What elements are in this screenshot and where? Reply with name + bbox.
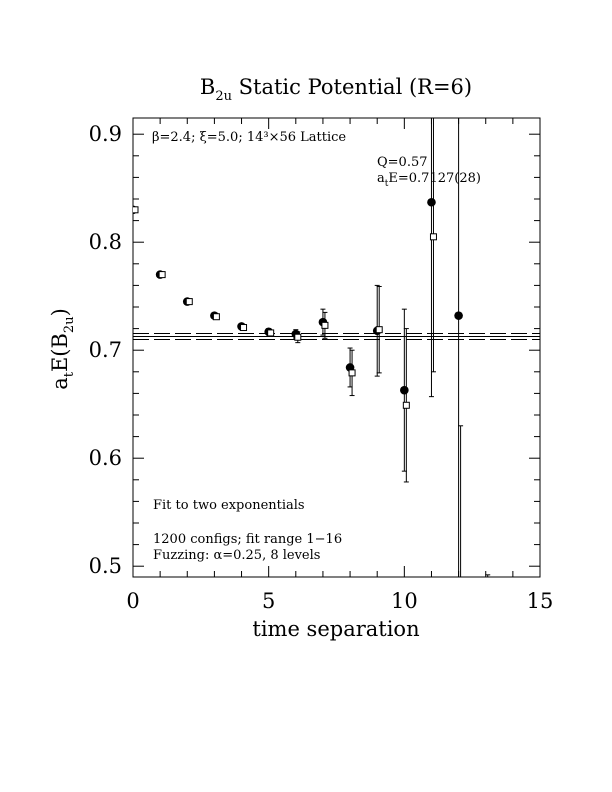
fit-type-annotation: Fit to two exponentials: [153, 498, 305, 513]
y-tick-label: 0.7: [89, 338, 122, 362]
data-point-circle: [454, 311, 463, 320]
y-tick-label: 0.5: [89, 554, 122, 578]
data-point-square: [321, 321, 329, 329]
y-tick-label: 0.9: [89, 122, 122, 146]
data-point-square: [375, 326, 383, 334]
x-axis-label: time separation: [252, 617, 419, 641]
axis-tick-labels: 0 5 10 15 0.5 0.6 0.7 0.8 0.9: [89, 122, 554, 613]
chart-title: B2u Static Potential (R=6): [200, 75, 472, 104]
x-tick-label: 10: [391, 589, 418, 613]
data-point-square: [348, 369, 356, 377]
data-point-square: [267, 329, 275, 337]
data-point-square: [240, 324, 248, 332]
data-point-square: [294, 333, 302, 341]
fit-result-annotation: atE=0.7127(28): [377, 171, 481, 189]
lattice-annotation: β=2.4; ξ=5.0; 14³×56 Lattice: [152, 130, 346, 145]
x-tick-label: 15: [527, 589, 554, 613]
data-points: [133, 118, 491, 602]
data-point-circle: [400, 385, 409, 395]
q-annotation: Q=0.57: [377, 155, 428, 170]
y-tick-label: 0.8: [89, 230, 122, 254]
data-point-square: [402, 401, 410, 409]
fit-band: [133, 332, 540, 341]
data-point-square: [133, 206, 139, 214]
data-point-square: [485, 583, 491, 589]
x-tick-label: 0: [126, 589, 139, 613]
fuzzing-annotation: Fuzzing: α=0.25, 8 levels: [153, 548, 320, 563]
y-axis-label: atE(B2u): [48, 308, 77, 390]
data-point-square: [158, 271, 166, 279]
axis-ticks: [132, 118, 541, 577]
data-point-square: [429, 233, 437, 241]
configs-annotation: 1200 configs; fit range 1−16: [153, 532, 342, 547]
data-point-square: [185, 298, 193, 306]
plot-frame: [132, 117, 541, 578]
data-point-square: [458, 596, 464, 602]
y-tick-label: 0.6: [89, 446, 122, 470]
x-tick-label: 5: [262, 589, 275, 613]
data-point-circle: [427, 197, 436, 207]
data-point-square: [212, 313, 220, 321]
